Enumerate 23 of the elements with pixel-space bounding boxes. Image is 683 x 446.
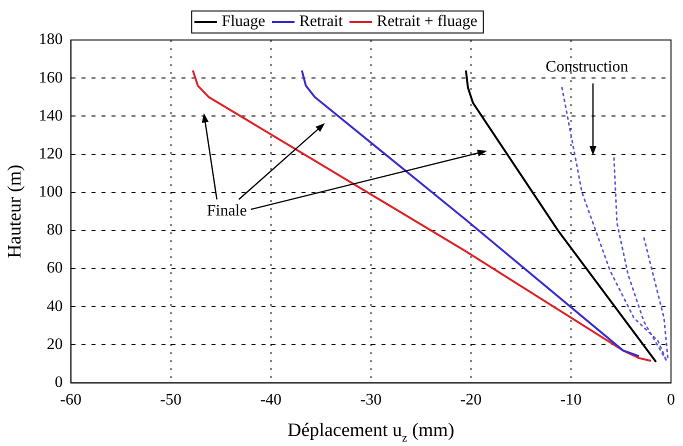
y-tick-label: 140 [38,107,63,124]
annotation: Construction [546,58,628,76]
x-tick-label: -30 [360,392,382,409]
y-tick-label: 60 [46,260,63,277]
y-tick-label: 160 [38,69,63,86]
y-tick-label: 0 [54,374,63,392]
y-tick-label: 80 [46,222,63,239]
legend-label: Retrait [299,13,344,30]
x-tick-label: -50 [160,392,182,409]
y-tick-label: 40 [46,298,63,315]
y-tick-label: 100 [38,184,63,201]
y-tick-label: 120 [38,145,63,162]
x-tick-label: -40 [260,392,282,409]
y-axis-title: Hauteur (m) [4,164,26,258]
y-tick-label: 180 [38,31,63,48]
legend-label: Retrait + fluage [376,13,478,30]
legend-label: Fluage [222,13,266,30]
annotation: Finale [206,202,247,220]
y-tick-label: 20 [46,336,63,353]
x-tick-label: -10 [560,392,582,409]
x-tick-label: 0 [667,392,675,409]
x-tick-label: -20 [460,392,482,409]
x-tick-label: -60 [60,392,82,409]
